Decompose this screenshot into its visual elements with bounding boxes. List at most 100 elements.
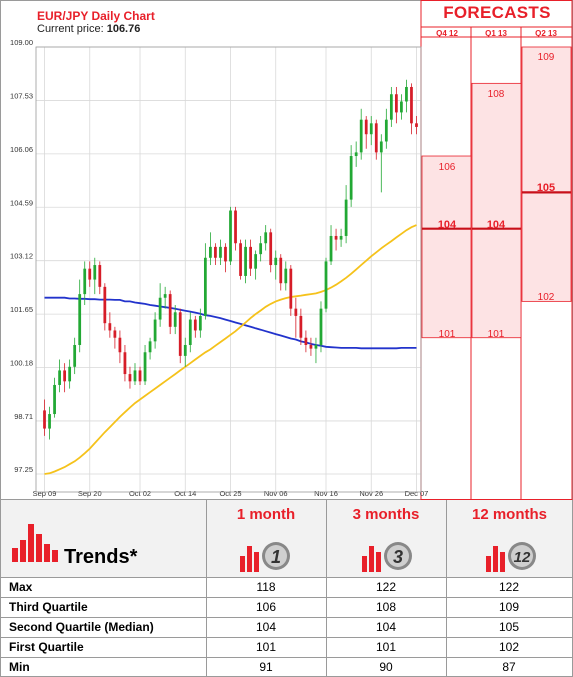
cell-value: 108	[375, 600, 397, 614]
forecast-q1-value: 102	[537, 292, 555, 303]
candle-body	[63, 370, 67, 382]
y-tick-label: 104.59	[10, 198, 33, 207]
x-tick-label: Oct 25	[219, 489, 241, 498]
current-price: Current price: 106.76	[37, 23, 140, 35]
x-tick-label: Sep 20	[78, 489, 102, 498]
candle-body	[279, 257, 283, 284]
horizon-label: 1 month	[236, 506, 296, 523]
forecast-band	[521, 46, 572, 302]
column-divider	[206, 577, 207, 677]
cell-value: 122	[375, 580, 397, 594]
horizon-header-3m	[326, 500, 447, 577]
candle-body	[359, 119, 363, 153]
y-tick-label: 107.53	[10, 91, 33, 100]
x-tick-label: Nov 16	[314, 489, 338, 498]
table-row	[0, 597, 573, 617]
horizon-3m-icon: 3	[362, 542, 412, 572]
candle-body	[68, 366, 72, 382]
candle-body	[379, 141, 383, 153]
forecasts-title: FORECASTS	[443, 3, 551, 22]
y-tick-label: 103.12	[10, 252, 33, 261]
candle-body	[53, 384, 56, 415]
horizon-12m-icon: 12	[486, 542, 536, 572]
x-tick-label: Nov 26	[359, 489, 383, 498]
candle-body	[349, 156, 353, 200]
horizon-3m-number: 3	[393, 547, 403, 567]
candle-body	[143, 352, 147, 382]
candle-body	[394, 94, 398, 113]
candle-body	[43, 410, 46, 429]
candle-body	[364, 119, 368, 135]
row-label: Max	[9, 580, 33, 594]
candle-body	[369, 123, 373, 135]
candle-body	[334, 235, 338, 240]
candle-body	[128, 374, 132, 382]
forecast-q1-value: 101	[438, 329, 456, 340]
candle-body	[148, 341, 152, 353]
candle-body	[168, 294, 172, 327]
candle-body	[123, 352, 127, 375]
trends-header-cell	[0, 500, 206, 577]
candle-body	[78, 294, 82, 345]
candle-body	[309, 344, 313, 349]
horizon-1m-number: 1	[271, 547, 281, 567]
y-tick-label: 100.18	[10, 359, 33, 368]
table-row	[0, 657, 573, 677]
candle-body	[188, 319, 192, 345]
table-row	[0, 637, 573, 657]
forecast-col-header: Q1 13	[485, 29, 507, 38]
candle-body	[329, 235, 333, 262]
table-left-border	[0, 500, 1, 677]
candle-body	[108, 323, 112, 331]
horizon-12m-number: 12	[514, 549, 531, 566]
forecast-col-header: Q4 12	[436, 29, 458, 38]
candle-body	[339, 235, 343, 240]
cell-value: 109	[498, 600, 520, 614]
x-tick-label: Oct 02	[129, 489, 151, 498]
cell-value: 87	[502, 660, 516, 674]
candle-body	[183, 344, 187, 356]
candle-body	[264, 232, 268, 244]
candle-body	[198, 315, 202, 331]
cell-value: 106	[255, 600, 277, 614]
cell-value: 91	[259, 660, 273, 674]
candle-body	[314, 344, 318, 349]
candle-body	[58, 370, 61, 385]
candle-body	[224, 246, 227, 262]
candle-body	[158, 297, 162, 320]
forecast-median-value: 105	[536, 182, 556, 194]
horizon-label: 3 months	[352, 506, 420, 523]
candle-body	[239, 243, 242, 276]
candle-body	[384, 119, 388, 142]
candle-body	[249, 246, 252, 269]
chart-title: EUR/JPY Daily Chart	[37, 9, 155, 23]
candle-body	[274, 257, 278, 266]
cell-value: 105	[498, 620, 520, 634]
candle-body	[324, 261, 328, 309]
candle-body	[299, 315, 303, 338]
column-divider	[446, 577, 447, 677]
cell-value: 104	[375, 620, 397, 634]
candle-body	[254, 254, 258, 269]
candle-body	[229, 210, 232, 262]
moving-average-line	[44, 296, 417, 350]
candle-body	[209, 246, 212, 258]
current-price-value: 106.76	[106, 23, 141, 35]
y-tick-label: 98.71	[14, 412, 33, 421]
candle-body	[405, 86, 408, 102]
cell-value: 118	[256, 580, 276, 594]
candle-body	[83, 268, 87, 295]
row-label: Third Quartile	[9, 600, 88, 614]
candle-body	[284, 268, 288, 284]
trends-label: Trends*	[64, 546, 138, 568]
cell-value: 122	[498, 580, 520, 594]
candle-body	[48, 414, 51, 429]
y-tick-label: 101.65	[10, 305, 33, 314]
current-price-label: Current price:	[37, 23, 104, 35]
candle-body	[304, 337, 308, 345]
candle-body	[289, 268, 293, 309]
candle-body	[400, 101, 403, 113]
candle-body	[173, 312, 177, 327]
cell-value: 104	[255, 620, 277, 634]
